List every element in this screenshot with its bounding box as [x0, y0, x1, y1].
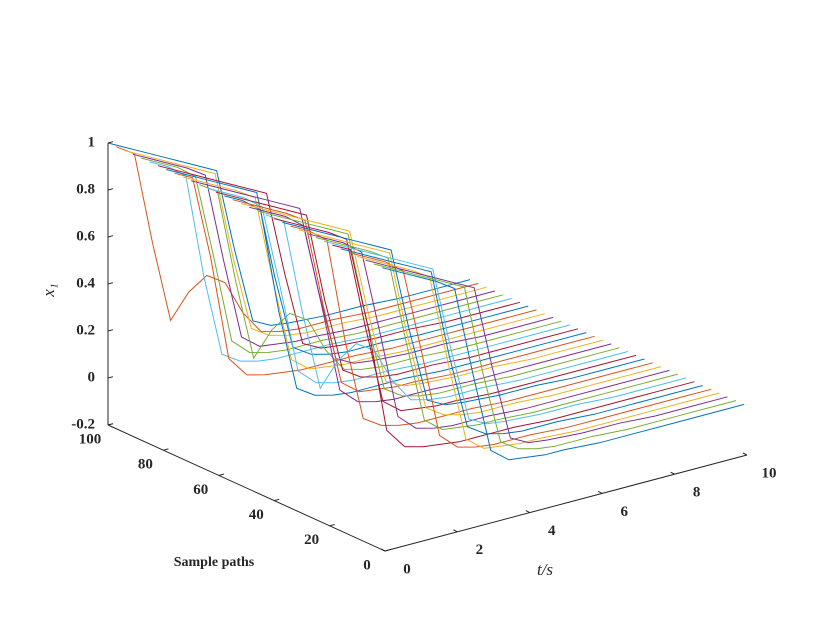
x-tick — [525, 510, 531, 514]
sample-path — [149, 161, 512, 362]
y-tick — [274, 498, 280, 502]
sample-path — [240, 203, 604, 387]
sample-path — [340, 248, 703, 435]
sample-path — [332, 244, 695, 448]
x-axis-line — [384, 454, 748, 552]
y-tick-label: 80 — [138, 457, 153, 473]
x-tick — [453, 529, 458, 533]
sample-path — [116, 146, 479, 333]
sample-path — [249, 206, 612, 403]
y-axis-label: Sample paths — [174, 555, 255, 570]
y-tick-label: 40 — [249, 507, 264, 523]
sample-path — [373, 263, 737, 450]
sample-path — [132, 153, 496, 347]
x-tick — [670, 471, 675, 475]
sample-path — [365, 259, 728, 444]
x-axis-label: t/s — [537, 560, 553, 579]
sample-path — [315, 237, 678, 431]
sample-path — [274, 218, 637, 412]
sample-path — [382, 267, 745, 461]
y-tick — [163, 448, 169, 451]
x-tick-label: 0 — [403, 561, 411, 577]
sample-path — [124, 150, 487, 336]
z-tick — [107, 188, 114, 191]
sample-path — [298, 229, 662, 416]
x-tick-label: 2 — [476, 542, 484, 558]
y-tick — [107, 423, 114, 426]
z-tick-label: 1 — [88, 134, 96, 150]
z-tick — [107, 329, 114, 332]
x-tick — [742, 452, 748, 456]
sample-path — [224, 195, 587, 396]
y-tick-label: 100 — [79, 431, 102, 447]
z-tick — [107, 141, 114, 144]
sample-path — [357, 255, 720, 449]
z-tick-label: 0.8 — [76, 181, 95, 197]
y-tick — [384, 549, 391, 552]
x-tick-label: 4 — [548, 523, 556, 539]
z-axis-label: x₁ — [39, 283, 58, 297]
z-tick-label: 0.4 — [76, 275, 95, 291]
sample-path — [157, 165, 521, 349]
y-axis-line — [107, 424, 386, 552]
z-tick-label: 0.6 — [76, 228, 95, 244]
x-tick-label: 8 — [693, 485, 701, 501]
y-tick — [218, 473, 224, 476]
x-tick — [380, 548, 386, 552]
y-tick-label: 0 — [363, 557, 371, 573]
sample-path — [323, 240, 687, 425]
y-tick-label: 20 — [304, 532, 319, 548]
sample-path — [182, 176, 545, 370]
z-tick — [107, 376, 114, 379]
x-tick-label: 6 — [620, 504, 628, 520]
sample-path — [307, 233, 670, 429]
sample-path — [232, 199, 595, 393]
sample-path — [257, 210, 620, 397]
sample-path — [199, 184, 562, 370]
sample-path — [290, 225, 653, 426]
sample-path — [282, 221, 645, 406]
y-tick-label: 60 — [193, 482, 208, 498]
sample-path — [215, 191, 579, 378]
sample-path — [348, 252, 712, 448]
z-tick-label: 0 — [88, 369, 96, 385]
sample-path — [141, 157, 504, 354]
z-tick — [107, 235, 114, 238]
z-tick-label: 0.2 — [76, 322, 95, 338]
y-tick — [329, 524, 335, 527]
z-tick — [107, 282, 114, 285]
x-tick-label: 10 — [762, 465, 777, 481]
x-tick — [597, 490, 603, 494]
sample-path — [107, 142, 471, 326]
sample-path — [265, 214, 629, 401]
z-tick-label: -0.2 — [71, 416, 95, 432]
sample-path — [207, 187, 570, 384]
sample-path — [174, 172, 537, 376]
sample-path — [166, 169, 529, 355]
sample-path — [190, 180, 554, 364]
